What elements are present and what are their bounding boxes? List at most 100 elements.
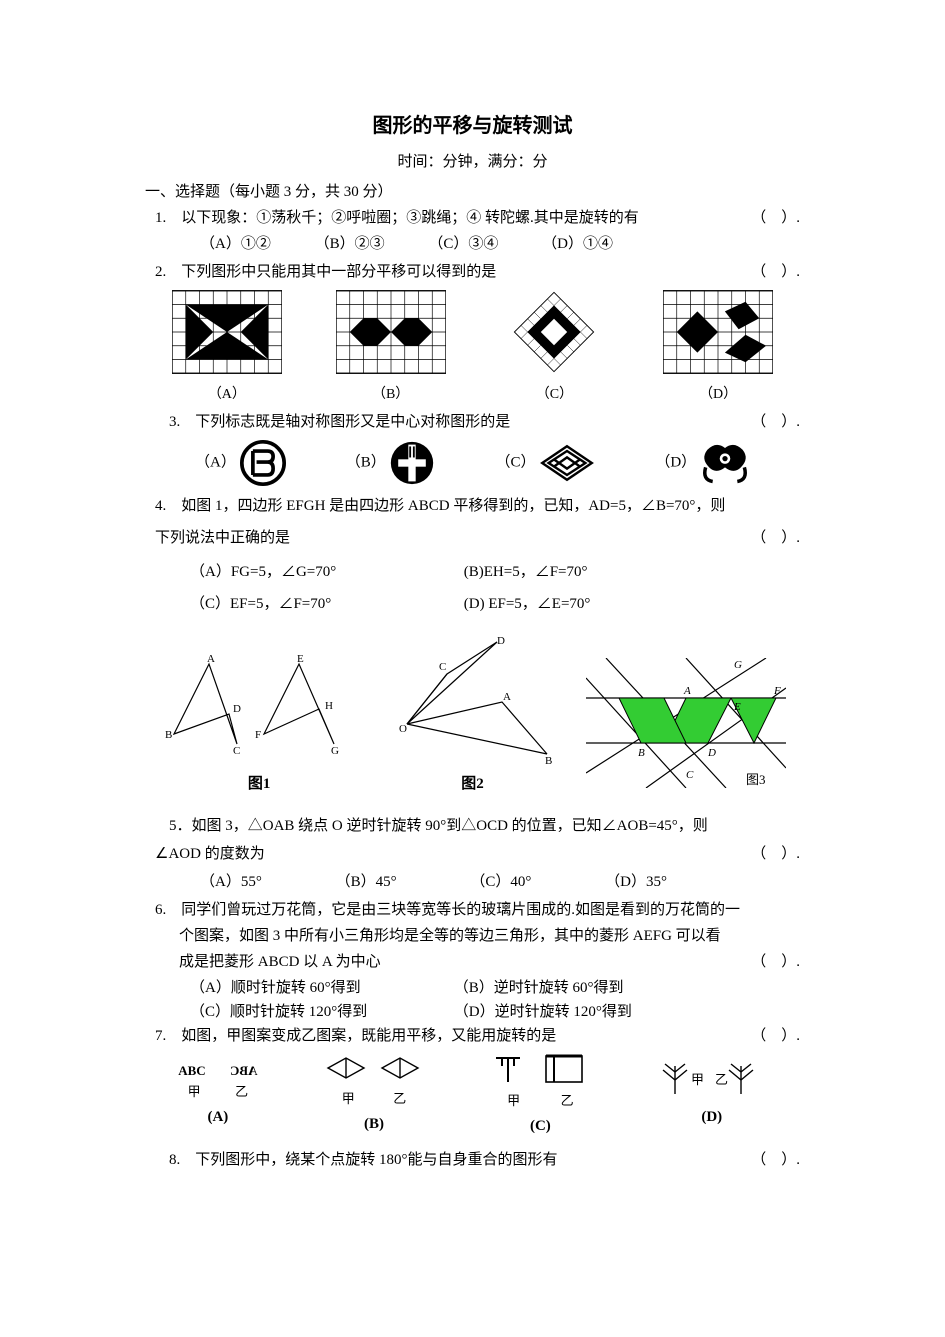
q3-opt-b: （B） — [346, 440, 436, 486]
q7a-yi: 乙 — [235, 1084, 248, 1099]
question-5-line2: ∠AOD 的度数为 （ ）. — [145, 842, 800, 866]
q7-paren: （ ）. — [751, 1024, 800, 1048]
svg-text:C: C — [439, 661, 446, 673]
q6-l1: 6. 同学们曾玩过万花筒，它是由三块等宽等长的玻璃片围成的.如图是看到的万花筒的… — [155, 902, 740, 918]
q8-paren: （ ）. — [751, 1148, 800, 1172]
q4-opt-a: （A）FG=5，∠G=70° — [190, 560, 460, 584]
q8-text: 8. 下列图形中，绕某个点旋转 180°能与自身重合的图形有 — [169, 1152, 558, 1168]
q7d-icon: 甲 乙 — [657, 1062, 767, 1096]
svg-text:C: C — [686, 769, 694, 781]
q3-figures: （A） （B） （C） — [145, 440, 800, 486]
svg-text:A: A — [207, 654, 215, 665]
q3-paren: （ ）. — [751, 410, 800, 434]
figure-1: ABCD EFGH 图1 — [159, 654, 359, 796]
q7-fig-a: ABC ABC 甲 乙 (A) — [178, 1061, 257, 1129]
q5-opt-c: （C）40° — [470, 870, 531, 894]
q5-options: （A）55° （B）45° （C）40° （D）35° — [145, 870, 800, 894]
question-8: 8. 下列图形中，绕某个点旋转 180°能与自身重合的图形有 （ ）. — [145, 1148, 800, 1172]
q3-label-c: （C） — [496, 455, 536, 471]
q4-opt-b: (B)EH=5，∠F=70° — [464, 560, 734, 584]
q3-label-a: （A） — [195, 455, 236, 471]
q2-paren: （ ）. — [751, 260, 800, 284]
question-4: 4. 如图 1，四边形 EFGH 是由四边形 ABCD 平移得到的，已知，AD=… — [145, 494, 800, 518]
q2-label-a: （A） — [172, 384, 282, 406]
svg-text:C: C — [233, 745, 240, 757]
q6-options: （A）顺时针旋转 60°得到 （B）逆时针旋转 60°得到 （C）顺时针旋转 1… — [145, 976, 800, 1024]
fig1-icon: ABCD EFGH — [159, 654, 359, 764]
fig1-caption: 图1 — [159, 772, 359, 796]
q4-opt-d: (D) EF=5，∠E=70° — [464, 592, 734, 616]
q3-opt-a: （A） — [195, 440, 286, 486]
q2-fig-b: （B） — [336, 290, 446, 406]
page-subtitle: 时间：分钟，满分：分 — [145, 150, 800, 174]
svg-text:甲: 甲 — [691, 1072, 704, 1087]
fig2-icon: O AB CD — [387, 634, 557, 764]
question-6-l1: 6. 同学们曾玩过万花筒，它是由三块等宽等长的玻璃片围成的.如图是看到的万花筒的… — [145, 898, 800, 922]
question-4-line2: 下列说法中正确的是 （ ）. — [145, 526, 800, 550]
question-7: 7. 如图，甲图案变成乙图案，既能用平移，又能用旋转的是 （ ）. — [145, 1024, 800, 1048]
q4-opt-c: （C）EF=5，∠F=70° — [190, 592, 460, 616]
svg-text:D: D — [707, 747, 716, 759]
q7-label-d: (D) — [657, 1105, 767, 1129]
svg-text:B: B — [638, 747, 645, 759]
q7-fig-c: 甲 乙 (C) — [490, 1052, 590, 1138]
svg-text:H: H — [325, 700, 333, 712]
question-1: 1. 以下现象：①荡秋千；②呼啦圈；③跳绳；④ 转陀螺.其中是旋转的有 （ ）. — [145, 206, 800, 230]
q7c-jia: 甲 — [507, 1093, 520, 1108]
q7b-yi: 乙 — [393, 1091, 406, 1106]
svg-text:G: G — [734, 659, 742, 671]
svg-text:A: A — [683, 685, 691, 697]
figures-row: A B C D E F G H 图1 O AB CD — [145, 634, 800, 796]
q5-opt-b: （B）45° — [336, 870, 397, 894]
q2-fig-a: （A） — [172, 290, 282, 406]
q1-opt-d: （D）①④ — [542, 232, 613, 256]
section-1-header: 一、选择题（每小题 3 分，共 30 分） — [145, 180, 800, 204]
svg-text:D: D — [233, 703, 241, 715]
q3-text: 3. 下列标志既是轴对称图形又是中心对称图形的是 — [169, 414, 510, 430]
q7-label-b: (B) — [324, 1112, 424, 1136]
q2-text: 2. 下列图形中只能用其中一部分平移可以得到的是 — [155, 264, 496, 280]
svg-text:O: O — [399, 723, 407, 735]
logo-c-icon — [539, 443, 595, 483]
q3-label-d: （D） — [655, 455, 696, 471]
q4-text: 4. 如图 1，四边形 EFGH 是由四边形 ABCD 平移得到的，已知，AD=… — [155, 498, 725, 514]
q3-label-b: （B） — [346, 455, 386, 471]
svg-text:乙: 乙 — [715, 1072, 728, 1087]
logo-d-icon — [700, 441, 750, 485]
question-2: 2. 下列图形中只能用其中一部分平移可以得到的是 （ ）. — [145, 260, 800, 284]
question-5: 5．如图 3，△OAB 绕点 O 逆时针旋转 90°到△OCD 的位置，已知∠A… — [145, 814, 800, 838]
pattern-d-icon — [663, 290, 773, 374]
exam-page: 图形的平移与旋转测试 时间：分钟，满分：分 一、选择题（每小题 3 分，共 30… — [0, 0, 945, 1234]
q1-opt-a: （A）①② — [200, 232, 271, 256]
q4-text2: 下列说法中正确的是 — [155, 530, 290, 546]
pattern-c-icon — [499, 290, 609, 374]
svg-text:E: E — [297, 654, 304, 665]
q3-opt-c: （C） — [496, 443, 596, 483]
q7a-jia: 甲 — [188, 1084, 201, 1099]
q1-paren: （ ）. — [751, 206, 800, 230]
q7c-icon — [490, 1052, 590, 1084]
q6-l3: 成是把菱形 ABCD 以 A 为中心 — [179, 954, 381, 970]
logo-a-icon — [240, 440, 286, 486]
q1-options: （A）①② （B）②③ （C）③④ （D）①④ — [145, 232, 800, 256]
fig2-caption: 图2 — [387, 772, 557, 796]
q5-opt-a: （A）55° — [200, 870, 262, 894]
q7b-icon — [324, 1054, 424, 1082]
q5-paren: （ ）. — [751, 842, 800, 866]
q7c-yi: 乙 — [561, 1093, 574, 1108]
q7-label-a: (A) — [178, 1105, 257, 1129]
q6-opt-c: （C）顺时针旋转 120°得到 — [190, 1000, 450, 1024]
q6-opt-b: （B）逆时针旋转 60°得到 — [454, 976, 714, 1000]
q6-opt-d: （D）逆时针旋转 120°得到 — [454, 1000, 714, 1024]
svg-text:F: F — [773, 685, 781, 697]
logo-b-icon — [389, 440, 435, 486]
q5-text2: ∠AOD 的度数为 — [155, 846, 265, 862]
q3-opt-d: （D） — [655, 441, 750, 485]
q1-text: 1. 以下现象：①荡秋千；②呼啦圈；③跳绳；④ 转陀螺.其中是旋转的有 — [155, 210, 639, 226]
svg-text:G: G — [331, 745, 339, 757]
q1-opt-b: （B）②③ — [315, 232, 385, 256]
q4-paren: （ ）. — [751, 526, 800, 550]
q7-fig-d: 甲 乙 (D) — [657, 1062, 767, 1129]
q7-fig-b: 甲 乙 (B) — [324, 1054, 424, 1136]
svg-text:F: F — [255, 729, 261, 741]
